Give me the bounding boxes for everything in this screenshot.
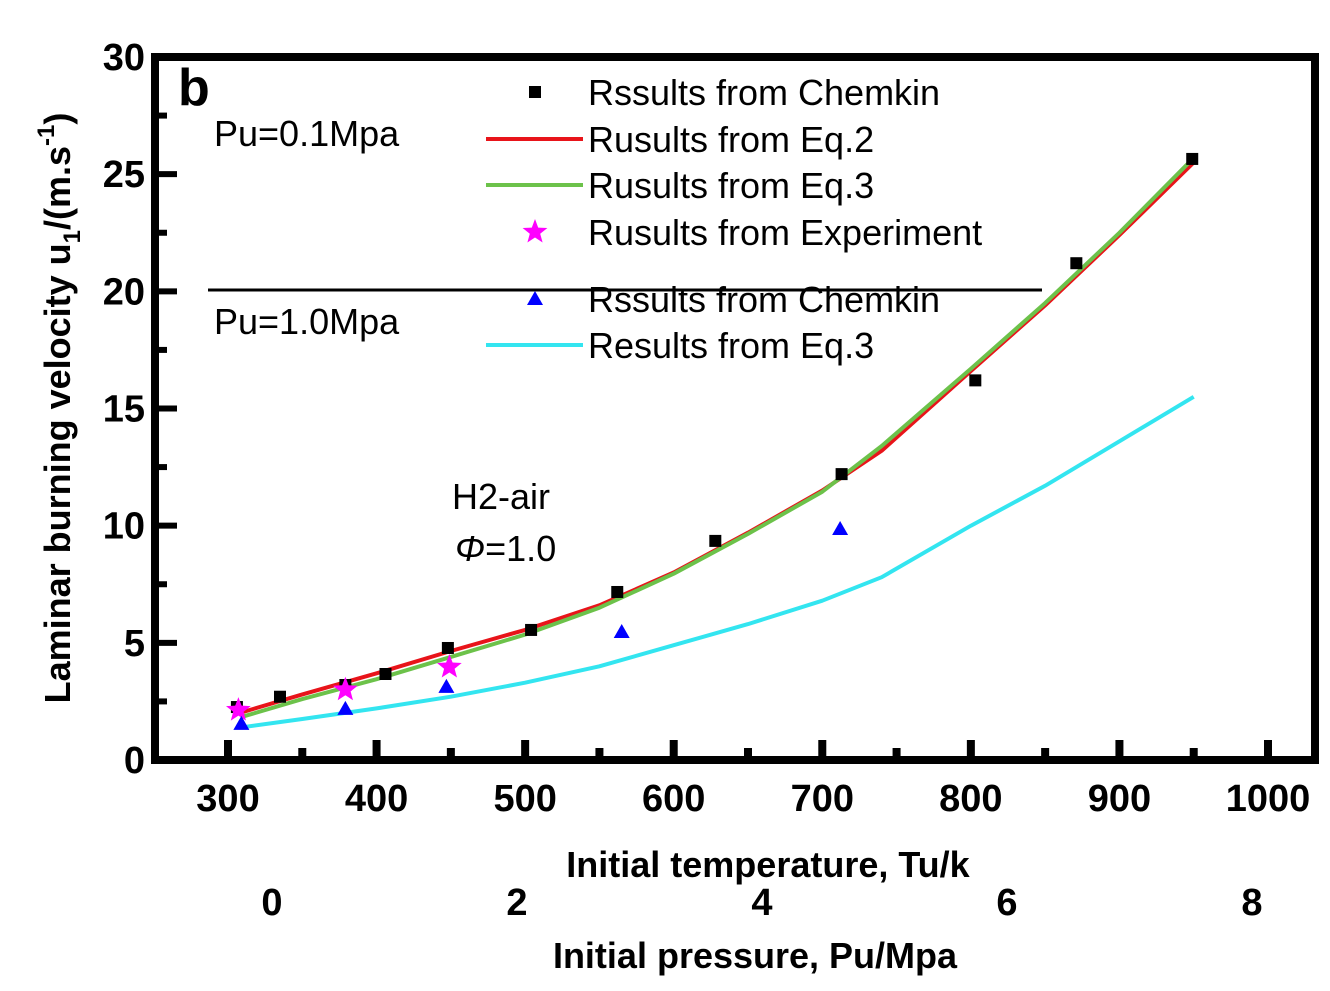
legend-star-swatch bbox=[522, 219, 548, 243]
square-point bbox=[1070, 257, 1083, 270]
star-point bbox=[333, 676, 358, 701]
square-point bbox=[835, 468, 848, 481]
triangle-point bbox=[613, 624, 630, 639]
legend: Rssults from Chemkin Rusults from Eq.2 Rus… bbox=[486, 72, 982, 366]
x-tick-label: 400 bbox=[345, 778, 408, 820]
square-point bbox=[525, 623, 538, 636]
x2-axis-label: Initial pressure, Pu/Mpa bbox=[553, 935, 958, 976]
y-tick-label: 5 bbox=[124, 623, 145, 665]
square-point bbox=[274, 690, 286, 703]
triangle-point bbox=[832, 520, 849, 535]
x2-tick-label: 8 bbox=[1241, 882, 1262, 924]
legend-entry-label: Rusults from Eq.2 bbox=[588, 119, 874, 160]
y-tick-label: 15 bbox=[103, 389, 145, 431]
square-point bbox=[379, 667, 392, 680]
y-tick-label: 10 bbox=[103, 506, 145, 548]
square-point bbox=[969, 374, 982, 387]
annotation-equivalence: Φ=1.0 bbox=[455, 528, 556, 569]
x2-tick-label: 6 bbox=[996, 882, 1017, 924]
plot-frame bbox=[151, 53, 1319, 764]
plot-marks bbox=[226, 152, 1199, 730]
legend-entry-label: Rusults from Eq.3 bbox=[588, 165, 874, 206]
panel-label: b bbox=[178, 59, 210, 117]
y-tick-label: 25 bbox=[103, 154, 145, 196]
legend-square-swatch bbox=[529, 86, 541, 98]
legend-entry-label: Rssults from Chemkin bbox=[588, 279, 940, 320]
square-point bbox=[1186, 152, 1199, 165]
legend-entry-label: Rssults from Chemkin bbox=[588, 72, 940, 113]
x-tick-label: 1000 bbox=[1226, 778, 1311, 820]
x-axis-label: Initial temperature, Tu/k bbox=[566, 844, 970, 885]
phi-value: =1.0 bbox=[485, 528, 556, 569]
star-point bbox=[226, 697, 251, 721]
legend-group-label-1: Pu=1.0Mpa bbox=[214, 301, 400, 342]
annotation-mixture: H2-air bbox=[452, 476, 550, 517]
axis-ticks: 0 5 10 15 20 25 30 300 400 500 600 700 800 900 1000 0 2 4… bbox=[103, 37, 1311, 924]
phi-symbol: Φ bbox=[455, 528, 485, 569]
legend-entry-label: Rusults from Experiment bbox=[588, 212, 982, 253]
y-tick-label: 30 bbox=[103, 37, 145, 79]
x-tick-label: 600 bbox=[642, 778, 705, 820]
square-point bbox=[709, 534, 722, 547]
x2-tick-label: 0 bbox=[261, 882, 282, 924]
triangle-point bbox=[438, 678, 455, 693]
x-tick-label: 900 bbox=[1088, 778, 1151, 820]
square-point bbox=[441, 641, 454, 654]
triangle-point bbox=[233, 715, 250, 730]
legend-triangle-swatch bbox=[527, 291, 543, 305]
x-tick-label: 800 bbox=[939, 778, 1002, 820]
square-point bbox=[611, 585, 624, 598]
x-tick-label: 300 bbox=[196, 778, 259, 820]
series-line-results-from-eq-3-g1 bbox=[242, 395, 1195, 730]
y-axis-label: Laminar burning velocity u1/(m.s-1) bbox=[33, 113, 86, 704]
x2-tick-label: 4 bbox=[751, 882, 772, 924]
x2-tick-label: 2 bbox=[506, 882, 527, 924]
x-tick-label: 700 bbox=[791, 778, 854, 820]
legend-entry-label: Results from Eq.3 bbox=[588, 325, 874, 366]
legend-group-label-0: Pu=0.1Mpa bbox=[214, 113, 400, 154]
star-point bbox=[437, 654, 462, 678]
y-tick-label: 20 bbox=[103, 271, 145, 313]
x-tick-label: 500 bbox=[493, 778, 556, 820]
y-tick-label: 0 bbox=[124, 740, 145, 782]
triangle-point bbox=[337, 700, 354, 715]
